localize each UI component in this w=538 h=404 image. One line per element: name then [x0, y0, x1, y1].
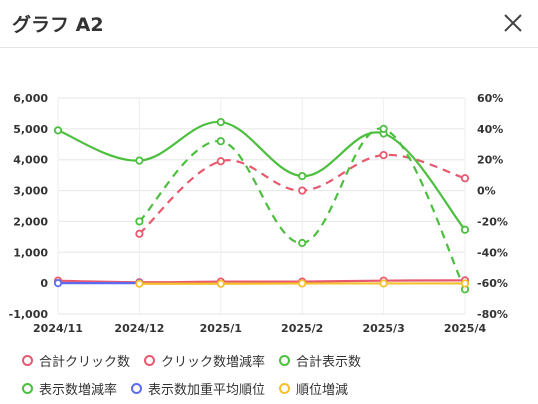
- data-point: [135, 279, 144, 288]
- legend-label: 表示数増減率: [39, 382, 118, 398]
- legend-marker: [144, 354, 156, 366]
- close-button[interactable]: [498, 8, 528, 38]
- data-point: [135, 156, 144, 165]
- legend-label: 順位増減: [296, 382, 349, 398]
- data-point: [216, 157, 225, 166]
- chart-legend: 合計クリック数 クリック数増減率 合計表示数表示数増減率 表示数加重平均順位 順位増減: [22, 346, 522, 402]
- legend-label: 表示数加重平均順位: [148, 382, 266, 398]
- legend-item[interactable]: 順位増減: [279, 379, 348, 398]
- legend-item[interactable]: 表示数加重平均順位: [131, 379, 265, 398]
- y-right-tick-label: -40%: [477, 246, 508, 259]
- legend-label: クリック数増減率: [161, 354, 266, 370]
- y-left-tick-label: 1,000: [13, 246, 48, 259]
- x-tick-label: 2025/4: [444, 322, 487, 335]
- data-point: [298, 171, 307, 181]
- data-point: [53, 279, 63, 288]
- y-left-tick-label: 3,000: [13, 185, 48, 198]
- data-point: [53, 126, 63, 135]
- y-right-tick-label: 40%: [477, 123, 503, 136]
- legend-marker: [279, 354, 291, 366]
- data-point: [460, 174, 470, 183]
- y-left-tick-label: 2,000: [13, 215, 48, 228]
- x-tick-label: 2024/12: [114, 322, 164, 335]
- legend-row: 合計クリック数 クリック数増減率 合計表示数: [22, 346, 522, 374]
- legend-label: 合計表示数: [296, 354, 362, 370]
- legend-marker: [279, 382, 291, 394]
- x-tick-label: 2024/11: [33, 322, 83, 335]
- series-line-0: [57, 279, 466, 284]
- data-point: [216, 279, 225, 288]
- y-right-tick-label: 20%: [477, 154, 503, 167]
- legend-item[interactable]: 合計表示数: [279, 351, 361, 370]
- data-point: [298, 238, 307, 248]
- data-point: [216, 117, 225, 127]
- legend-item[interactable]: クリック数増減率: [144, 351, 265, 370]
- y-left-tick-label: 4,000: [13, 154, 48, 167]
- data-point: [135, 229, 144, 238]
- y-right-tick-label: 60%: [477, 92, 503, 105]
- data-point: [135, 217, 144, 226]
- legend-marker: [131, 382, 143, 394]
- data-point: [298, 186, 307, 195]
- window-title: グラフ A2: [12, 14, 104, 36]
- data-point: [216, 137, 225, 146]
- series-line-2: [57, 120, 466, 231]
- data-point: [460, 279, 470, 288]
- x-tick-label: 2025/1: [200, 322, 242, 335]
- legend-row: 表示数増減率 表示数加重平均順位 順位増減: [22, 374, 522, 402]
- x-tick-label: 2025/3: [362, 322, 404, 335]
- legend-item[interactable]: 合計クリック数: [22, 351, 130, 370]
- legend-marker: [22, 382, 33, 394]
- window-header: グラフ A2: [0, 0, 538, 48]
- legend-label: 合計クリック数: [39, 354, 131, 370]
- y-right-tick-label: -20%: [477, 215, 508, 228]
- x-tick-label: 2025/2: [281, 322, 323, 335]
- y-left-tick-label: -1,000: [9, 308, 49, 321]
- y-left-tick-label: 5,000: [13, 123, 48, 136]
- y-right-tick-label: -60%: [477, 277, 508, 290]
- data-point: [379, 150, 388, 160]
- y-right-tick-label: -80%: [477, 308, 508, 321]
- y-left-tick-label: 6,000: [13, 92, 48, 105]
- y-right-tick-label: 0%: [477, 185, 496, 198]
- data-point: [298, 279, 307, 288]
- data-point: [379, 279, 388, 288]
- close-icon: [504, 14, 522, 32]
- y-left-tick-label: 0: [40, 277, 48, 290]
- data-point: [379, 124, 388, 133]
- legend-item[interactable]: 表示数増減率: [22, 379, 117, 398]
- legend-marker: [22, 354, 33, 366]
- data-point: [460, 225, 470, 234]
- chart: 6,000 5,000 4,000 3,000 2,000 1,000 0 -1,000 60%…: [9, 92, 508, 335]
